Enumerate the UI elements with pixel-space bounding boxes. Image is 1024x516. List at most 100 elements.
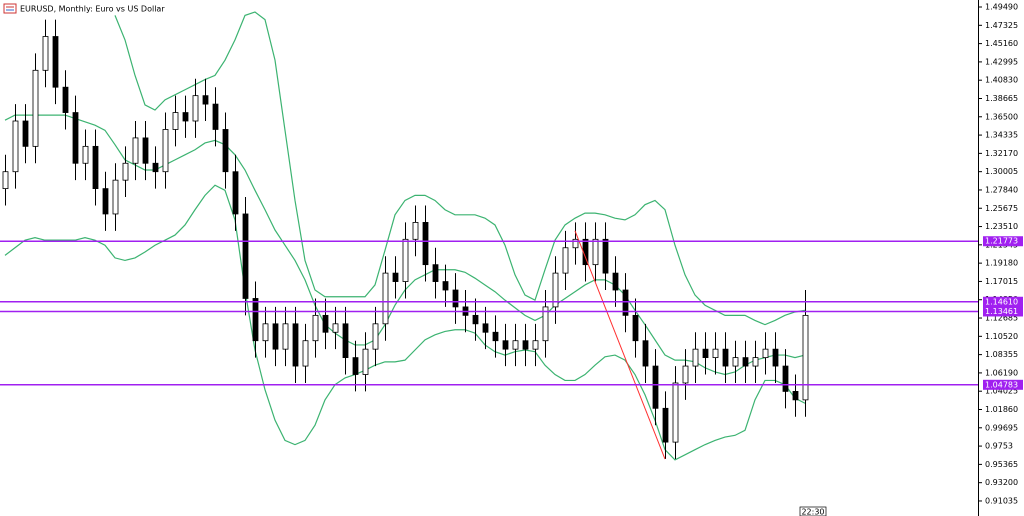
candle-body bbox=[742, 357, 749, 367]
candle-body bbox=[2, 171, 9, 190]
candle-body bbox=[132, 137, 139, 164]
candle-body bbox=[162, 129, 169, 173]
candle-body bbox=[432, 264, 439, 282]
y-tick-label: 1.10520 bbox=[985, 332, 1018, 341]
candle-body bbox=[402, 238, 409, 282]
y-tick-label: 0.91035 bbox=[985, 496, 1018, 505]
chart-title: EURUSD, Monthly: Euro vs US Dollar bbox=[20, 5, 165, 14]
level-label: 1.13461 bbox=[985, 307, 1018, 316]
y-tick-label: 1.32170 bbox=[985, 149, 1018, 158]
candle-body bbox=[232, 171, 239, 215]
candle-body bbox=[502, 340, 509, 350]
y-tick-label: 1.08355 bbox=[985, 350, 1018, 359]
candle-body bbox=[732, 357, 739, 367]
candle-body bbox=[172, 112, 179, 130]
candle-body bbox=[332, 323, 339, 333]
level-label: 1.14610 bbox=[985, 297, 1018, 306]
candle-body bbox=[22, 120, 29, 147]
candle-body bbox=[692, 348, 699, 367]
y-tick-label: 1.19180 bbox=[985, 259, 1018, 268]
y-tick-label: 1.12685 bbox=[985, 314, 1018, 323]
candle-body bbox=[262, 323, 269, 342]
candle-body bbox=[302, 340, 309, 367]
candle-body bbox=[632, 314, 639, 342]
candle-body bbox=[602, 238, 609, 274]
time-label: 22:30 bbox=[801, 508, 824, 516]
time-label-box bbox=[799, 506, 827, 516]
candle-body bbox=[312, 314, 319, 342]
candle-body bbox=[722, 348, 729, 367]
candle-body bbox=[562, 247, 569, 274]
candle-body bbox=[572, 238, 579, 249]
y-tick-label: 1.38665 bbox=[985, 94, 1018, 103]
candle-body bbox=[612, 272, 619, 291]
candle-body bbox=[512, 340, 519, 350]
candle-body bbox=[242, 213, 249, 299]
candle-body bbox=[152, 162, 159, 173]
candle-body bbox=[52, 36, 59, 88]
candle-body bbox=[702, 348, 709, 359]
candle-body bbox=[182, 112, 189, 122]
candle-body bbox=[382, 272, 389, 325]
y-tick-label: 1.34335 bbox=[985, 131, 1018, 140]
y-tick-label: 1.45160 bbox=[985, 39, 1018, 48]
candle-body bbox=[662, 407, 669, 443]
candle-body bbox=[82, 145, 89, 164]
candle-body bbox=[362, 348, 369, 375]
candle-body bbox=[672, 382, 679, 443]
candle-body bbox=[762, 348, 769, 359]
candle-body bbox=[372, 323, 379, 350]
level-label-box bbox=[983, 379, 1023, 390]
candle-body bbox=[682, 365, 689, 384]
y-tick-label: 1.23510 bbox=[985, 222, 1018, 231]
candle-body bbox=[292, 323, 299, 367]
candle-body bbox=[772, 348, 779, 367]
candle-body bbox=[442, 281, 449, 291]
level-label: 1.21773 bbox=[985, 237, 1018, 246]
candle-body bbox=[392, 272, 399, 282]
band-line bbox=[114, 11, 806, 326]
candle-body bbox=[472, 314, 479, 325]
candle-body bbox=[482, 323, 489, 333]
y-tick-label: 1.06190 bbox=[985, 368, 1018, 377]
candle-body bbox=[62, 86, 69, 113]
candle-body bbox=[802, 314, 809, 401]
band-line bbox=[4, 184, 806, 461]
level-label-box bbox=[983, 296, 1023, 307]
y-tick-label: 1.36500 bbox=[985, 112, 1018, 121]
y-tick-label: 1.25675 bbox=[985, 204, 1018, 213]
candle-body bbox=[92, 145, 99, 190]
candle-body bbox=[532, 340, 539, 350]
candle-body bbox=[592, 238, 599, 266]
y-tick-label: 0.93200 bbox=[985, 478, 1018, 487]
candle-body bbox=[212, 103, 219, 130]
y-tick-label: 1.04025 bbox=[985, 387, 1018, 396]
candle-body bbox=[72, 112, 79, 164]
candle-body bbox=[352, 357, 359, 375]
level-label: 1.04783 bbox=[985, 380, 1018, 389]
candle-body bbox=[322, 314, 329, 333]
candle-body bbox=[712, 348, 719, 359]
candle-body bbox=[642, 340, 649, 367]
y-tick-label: 0.9753 bbox=[985, 442, 1013, 451]
y-tick-label: 1.01860 bbox=[985, 405, 1018, 414]
candle-body bbox=[142, 137, 149, 164]
candle-body bbox=[282, 323, 289, 350]
y-tick-label: 1.40830 bbox=[985, 76, 1018, 85]
candle-body bbox=[222, 129, 229, 173]
y-tick-label: 1.30005 bbox=[985, 167, 1018, 176]
candle-body bbox=[252, 298, 259, 342]
plot bbox=[0, 6, 982, 502]
candle-body bbox=[202, 95, 209, 105]
candle-body bbox=[412, 222, 419, 240]
y-tick-label: 0.99695 bbox=[985, 423, 1018, 432]
candle-body bbox=[102, 188, 109, 215]
y-tick-label: 1.42995 bbox=[985, 57, 1018, 66]
candle-body bbox=[342, 323, 349, 359]
candle-body bbox=[422, 222, 429, 266]
candle-body bbox=[32, 69, 39, 147]
candle-body bbox=[652, 365, 659, 409]
trend-line bbox=[574, 230, 666, 460]
